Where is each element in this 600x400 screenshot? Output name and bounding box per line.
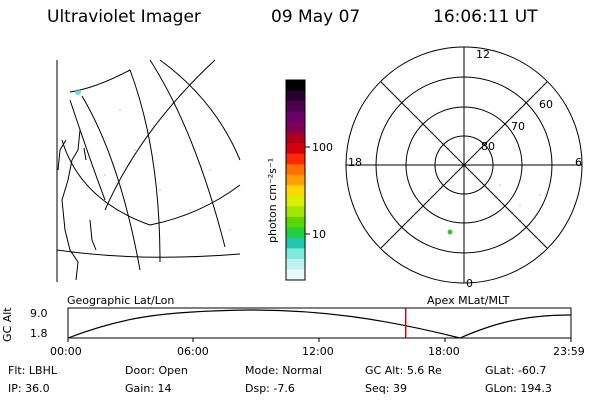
colorbar-stripe	[286, 174, 305, 186]
xtick-label-0000: 00:00	[50, 345, 82, 358]
colorbar-label: photon cm⁻²s⁻¹	[266, 157, 279, 243]
latitude-arc-2	[56, 249, 241, 258]
meridian-3	[81, 95, 141, 271]
colorbar-stripe	[286, 216, 305, 228]
polar-emission-spot	[447, 229, 453, 235]
timeline-ylabel: GC Alt	[1, 307, 14, 342]
meridian-6	[104, 59, 216, 211]
emission-speck	[229, 229, 231, 231]
polar-emission-speck	[514, 149, 516, 151]
polar-lat-label-80: 80	[481, 140, 495, 153]
colorbar-stripe	[286, 122, 305, 134]
colorbar-stripe	[286, 90, 305, 102]
emission-speck	[189, 209, 191, 211]
date-label: 09 May 07	[271, 7, 361, 27]
colorbar-tick-label-10: 10	[312, 228, 326, 241]
altitude-curve	[67, 309, 572, 339]
colorbar-stripe	[286, 258, 305, 270]
colorbar-stripe	[286, 185, 305, 197]
polar-emission-speck	[429, 189, 431, 191]
colorbar-stripe	[286, 111, 305, 123]
colorbar-stripe	[286, 206, 305, 218]
ytick-1-8: 1.8	[30, 327, 48, 340]
xtick-label-1800: 18:00	[428, 345, 460, 358]
flt-info: Flt: LBHL	[8, 364, 57, 377]
polar-emission-speck	[519, 204, 521, 206]
gc-alt-info: GC Alt: 5.6 Re	[365, 364, 442, 377]
xtick-label-1200: 12:00	[302, 345, 334, 358]
colorbar-stripe	[286, 132, 305, 144]
door-info: Door: Open	[125, 364, 188, 377]
meridian-4	[149, 59, 226, 248]
colorbar-stripes	[286, 80, 305, 281]
emission-speck	[159, 189, 161, 191]
colorbar-stripe	[286, 153, 305, 165]
emission-speck	[104, 174, 106, 176]
latitude-arc-3	[69, 99, 106, 201]
polar-label-12: 12	[476, 48, 490, 61]
polar-ring-70	[405, 106, 523, 224]
time-label: 16:06:11 UT	[433, 7, 538, 27]
polar-label-0: 0	[466, 277, 473, 290]
polar-lat-label-70: 70	[511, 120, 525, 133]
emission-speck	[209, 169, 211, 171]
polar-lat-label-60: 60	[539, 98, 553, 111]
xtick-label-2359: 23:59	[553, 345, 585, 358]
glat-info: GLat: -60.7	[485, 364, 547, 377]
mode-info: Mode: Normal	[245, 364, 322, 377]
ip-info: IP: 36.0	[8, 382, 50, 395]
instrument-title: Ultraviolet Imager	[47, 7, 201, 27]
polar-diagonal-1	[380, 81, 548, 249]
colorbar-stripe	[286, 80, 305, 92]
polar-ring-outer	[345, 46, 583, 284]
polar-diagonal-2	[380, 81, 548, 249]
colorbar-stripe	[286, 195, 305, 207]
seq-info: Seq: 39	[365, 382, 407, 395]
polar-label-18: 18	[348, 156, 362, 169]
ytick-9: 9.0	[30, 307, 48, 320]
gain-info: Gain: 14	[125, 382, 172, 395]
colorbar-stripe	[286, 164, 305, 176]
colorbar-stripe	[286, 269, 305, 281]
colorbar-stripe	[286, 227, 305, 239]
polar-emission-speck	[499, 184, 501, 186]
dsp-info: Dsp: -7.6	[245, 382, 295, 395]
polar-ring-60	[375, 76, 553, 254]
apex-label: Apex MLat/MLT	[427, 294, 510, 307]
xtick-label-0600: 06:00	[177, 345, 209, 358]
emission-spot	[75, 89, 81, 95]
colorbar-stripe	[286, 143, 305, 155]
colorbar-stripe	[286, 248, 305, 260]
colorbar-stripe	[286, 237, 305, 249]
latitude-arc-1	[61, 139, 241, 226]
emission-speck	[119, 109, 121, 111]
polar-label-6: 6	[575, 156, 582, 169]
colorbar-tick-label-100: 100	[312, 141, 333, 154]
meridian-2	[69, 69, 161, 263]
coastline	[57, 129, 97, 281]
colorbar-frame	[285, 79, 306, 281]
colorbar-stripe	[286, 101, 305, 113]
polar-emission-speck	[539, 194, 541, 196]
emission-speck	[134, 149, 136, 151]
geographic-label: Geographic Lat/Lon	[67, 294, 175, 307]
timeline-frame	[67, 307, 572, 339]
glon-info: GLon: 194.3	[485, 382, 552, 395]
meridian-5	[159, 59, 241, 161]
